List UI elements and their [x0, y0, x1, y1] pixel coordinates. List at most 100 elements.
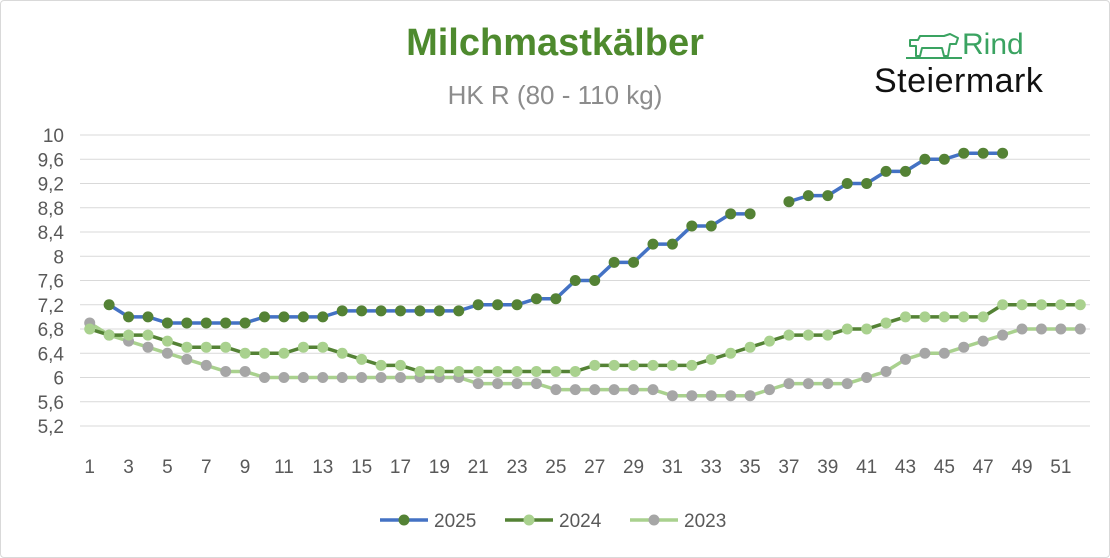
- legend-swatch-marker: [398, 514, 410, 526]
- data-point-2024: [919, 311, 931, 323]
- y-tick-label: 7,6: [38, 272, 64, 293]
- data-point-2023: [647, 384, 659, 396]
- y-tick-label: 9,6: [38, 150, 64, 171]
- series-line-2024: [89, 303, 1081, 374]
- data-point-2025: [239, 317, 251, 329]
- y-tick-label: 6,4: [38, 344, 65, 365]
- series-line-2023: [88, 321, 1081, 398]
- data-point-2023: [705, 390, 717, 402]
- data-point-2024: [958, 311, 970, 323]
- data-point-2025: [103, 299, 115, 311]
- data-point-2024: [666, 359, 678, 371]
- data-point-2024: [569, 365, 581, 377]
- x-tick-label: 47: [973, 457, 994, 478]
- data-point-2024: [705, 353, 717, 365]
- data-point-2024: [414, 365, 426, 377]
- data-point-2023: [239, 365, 251, 377]
- data-point-2024: [880, 317, 892, 329]
- data-point-2023: [744, 390, 756, 402]
- data-point-2025: [181, 317, 193, 329]
- legend-label: 2024: [559, 511, 602, 532]
- data-point-2023: [997, 329, 1009, 341]
- data-point-2024: [453, 365, 465, 377]
- data-point-2025: [958, 147, 970, 159]
- data-point-2023: [1035, 323, 1047, 335]
- data-point-2023: [161, 347, 173, 359]
- y-tick-label: 8: [53, 247, 64, 268]
- data-point-2024: [161, 335, 173, 347]
- data-point-2024: [1016, 299, 1028, 311]
- data-point-2024: [530, 365, 542, 377]
- x-tick-label: 45: [934, 457, 955, 478]
- data-point-2024: [1035, 299, 1047, 311]
- data-point-2023: [1055, 323, 1067, 335]
- data-point-2024: [861, 323, 873, 335]
- data-point-2023: [336, 372, 348, 383]
- x-tick-label: 43: [895, 457, 916, 478]
- data-point-2025: [802, 190, 814, 202]
- data-point-2024: [317, 341, 329, 353]
- x-tick-label: 49: [1011, 457, 1032, 478]
- data-point-2024: [181, 341, 193, 353]
- x-tick-label: 29: [623, 457, 644, 478]
- series-layer: [84, 147, 1086, 402]
- data-point-2024: [336, 347, 348, 359]
- x-tick-label: 25: [545, 457, 566, 478]
- x-tick-label: 23: [506, 457, 527, 478]
- data-point-2025: [220, 317, 232, 329]
- data-point-2025: [550, 293, 562, 305]
- data-point-2025: [977, 147, 989, 159]
- data-point-2024: [899, 311, 911, 323]
- data-point-2025: [472, 299, 484, 311]
- x-tick-label: 33: [701, 457, 722, 478]
- data-point-2024: [200, 341, 212, 353]
- data-point-2023: [297, 372, 309, 383]
- y-tick-label: 8,8: [38, 199, 64, 220]
- data-point-2024: [764, 335, 776, 347]
- data-point-2025: [142, 311, 154, 323]
- data-point-2023: [880, 365, 892, 377]
- data-point-2024: [375, 359, 387, 371]
- data-point-2023: [511, 378, 523, 390]
- data-point-2024: [1074, 299, 1086, 311]
- data-point-2023: [356, 372, 368, 383]
- y-tick-label: 9,2: [38, 175, 64, 196]
- data-point-2023: [278, 372, 290, 383]
- x-tick-label: 11: [274, 457, 294, 478]
- data-point-2025: [200, 317, 212, 329]
- legend-label: 2023: [684, 511, 726, 532]
- data-point-2023: [725, 390, 737, 402]
- data-point-2024: [394, 359, 406, 371]
- legend-swatch-marker: [523, 514, 535, 526]
- y-tick-label: 5,6: [38, 393, 64, 414]
- series-2024: [84, 299, 1086, 377]
- data-point-2023: [375, 372, 387, 383]
- legend-item-2025: 2025: [380, 511, 476, 532]
- data-point-2024: [220, 341, 232, 353]
- x-tick-label: 7: [201, 457, 212, 478]
- legend-swatch-marker: [648, 514, 660, 526]
- y-tick-label: 7,2: [38, 296, 64, 317]
- x-tick-label: 31: [662, 457, 683, 478]
- data-point-2025: [647, 238, 659, 250]
- data-point-2024: [550, 365, 562, 377]
- data-point-2025: [783, 196, 795, 208]
- data-point-2023: [220, 365, 232, 377]
- cow-icon: [906, 33, 962, 59]
- data-point-2023: [764, 384, 776, 396]
- x-axis-ticks: 1 3 5 7 9 11 13 15 17 19 21 23 25 27 29 31 33 35 37 39 41 43 4…: [84, 457, 1071, 478]
- x-tick-label: 9: [240, 457, 251, 478]
- data-point-2023: [861, 372, 873, 383]
- y-axis-ticks: 5,2 5,6 6 6,4 6,8 7,2 7,6 8 8,4 8,8 9,2 9,6 10: [38, 126, 65, 438]
- x-tick-label: 39: [817, 457, 838, 478]
- data-point-2024: [142, 329, 154, 341]
- data-point-2025: [356, 305, 368, 317]
- data-point-2025: [822, 190, 834, 202]
- data-point-2024: [686, 359, 698, 371]
- data-point-2023: [142, 341, 154, 353]
- legend-item-2024: 2024: [505, 511, 602, 532]
- data-point-2025: [414, 305, 426, 317]
- data-point-2025: [628, 256, 640, 268]
- chart-subtitle: HK R (80 - 110 kg): [447, 80, 663, 110]
